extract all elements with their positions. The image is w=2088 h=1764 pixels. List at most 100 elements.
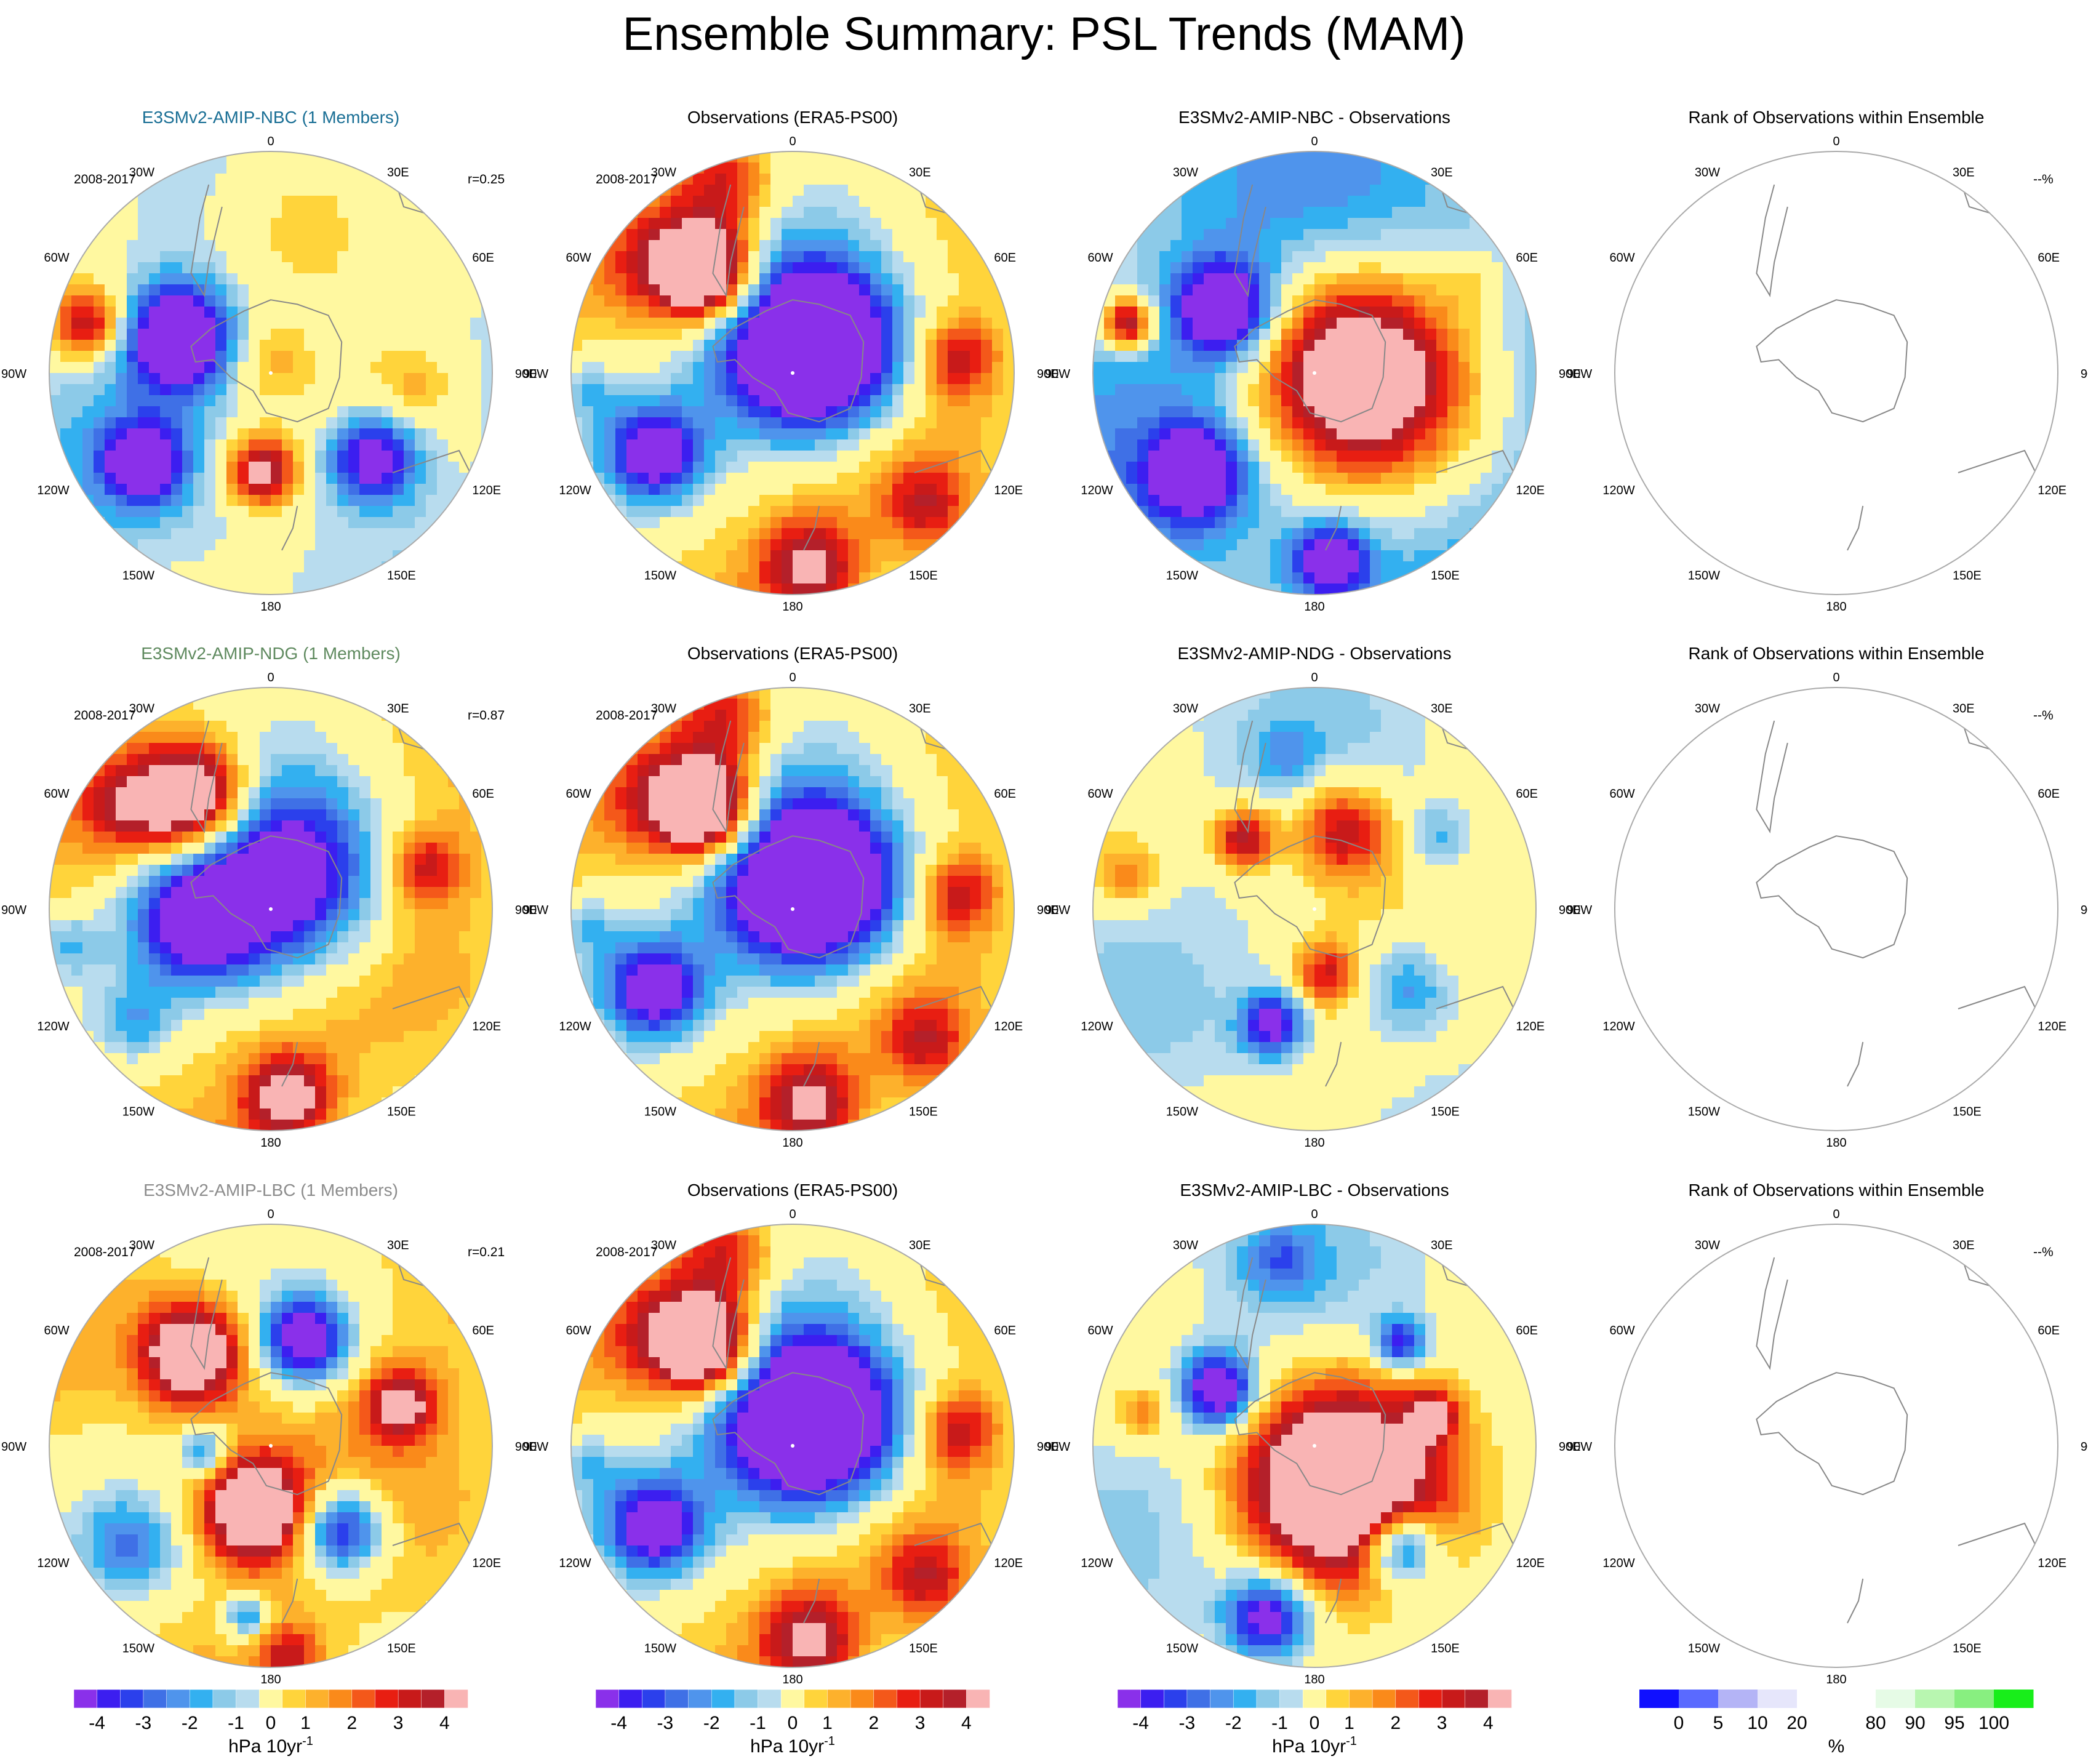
field-cell [970,295,982,307]
field-cell [260,229,271,241]
field-cell [260,162,271,174]
field-cell [271,964,282,976]
field-cell [393,329,404,340]
field-cell [948,473,959,484]
field-cell [1337,428,1348,440]
field-cell [826,329,838,340]
field-cell [249,207,260,218]
field-cell [326,229,338,241]
field-cell [1215,229,1226,241]
field-cell [1170,517,1182,529]
field-cell [626,273,638,285]
field-cell [238,495,249,507]
field-cell [116,887,127,899]
field-cell [370,262,382,274]
field-cell [149,428,161,440]
field-cell [271,340,282,351]
field-cell [271,998,282,1009]
field-cell [1248,528,1260,540]
field-cell [282,920,294,932]
field-cell [293,798,305,810]
field-cell [105,1042,116,1054]
field-cell [337,218,349,230]
field-cell [1137,340,1149,351]
field-cell [759,439,771,451]
field-cell [1392,295,1404,307]
field-cell [1403,451,1415,462]
field-cell [1248,462,1260,473]
field-cell [116,809,127,821]
field-cell [615,284,627,296]
field-cell [127,307,138,318]
field-cell [1170,362,1182,374]
field-cell [382,373,393,385]
field-cell [903,473,915,484]
field-cell [1159,406,1171,418]
field-cell [815,218,826,230]
field-cell [116,284,127,296]
field-cell [415,362,426,374]
field-cell [1503,484,1514,495]
field-cell [1370,439,1382,451]
field-cell [892,318,904,329]
field-cell [1170,329,1182,340]
field-cell [1348,439,1359,451]
field-cell [1259,484,1271,495]
field-cell [348,251,360,263]
field-cell [138,351,150,363]
field-cell [1425,550,1437,562]
field-cell [748,495,760,507]
field-cell [370,273,382,285]
field-cell [649,329,660,340]
field-cell [726,174,738,185]
field-cell [204,340,216,351]
field-cell [293,174,305,185]
field-cell [1137,395,1149,407]
field-cell [1292,185,1304,196]
field-cell [715,251,727,263]
field-cell [1182,240,1193,252]
field-cell [903,196,915,207]
field-cell [1292,362,1304,374]
field-cell [71,384,83,396]
lbl-lon-120w: 120W [37,484,69,497]
field-cell [481,373,493,385]
field-cell [1326,362,1337,374]
field-cell [382,229,393,241]
field-cell [315,473,327,484]
field-cell [238,329,249,340]
field-cell [1392,196,1404,207]
field-cell [238,820,249,832]
field-cell [1226,439,1238,451]
field-cell [193,318,205,329]
field-cell [215,776,227,788]
field-cell [1104,406,1116,418]
field-cell [959,295,970,307]
field-cell [660,384,671,396]
field-cell [1270,550,1282,562]
field-cell [1436,451,1448,462]
field-cell [870,284,882,296]
field-cell [870,417,882,429]
field-cell [715,406,727,418]
field-cell [1381,174,1393,185]
field-cell [249,688,260,699]
field-cell [1447,484,1459,495]
field-cell [182,710,194,721]
field-cell [1281,451,1293,462]
field-cell [238,428,249,440]
field-cell [881,273,893,285]
field-cell [1381,417,1393,429]
field-cell [970,362,982,374]
field-cell [260,854,271,865]
field-cell [94,909,105,921]
field-cell [1204,506,1215,518]
field-cell [737,428,749,440]
field-cell [282,699,294,710]
field-cell [1226,229,1238,241]
field-cell [638,284,649,296]
field-cell [271,920,282,932]
field-cell [1204,351,1215,363]
field-cell [1248,362,1260,374]
field-cell [1215,395,1226,407]
